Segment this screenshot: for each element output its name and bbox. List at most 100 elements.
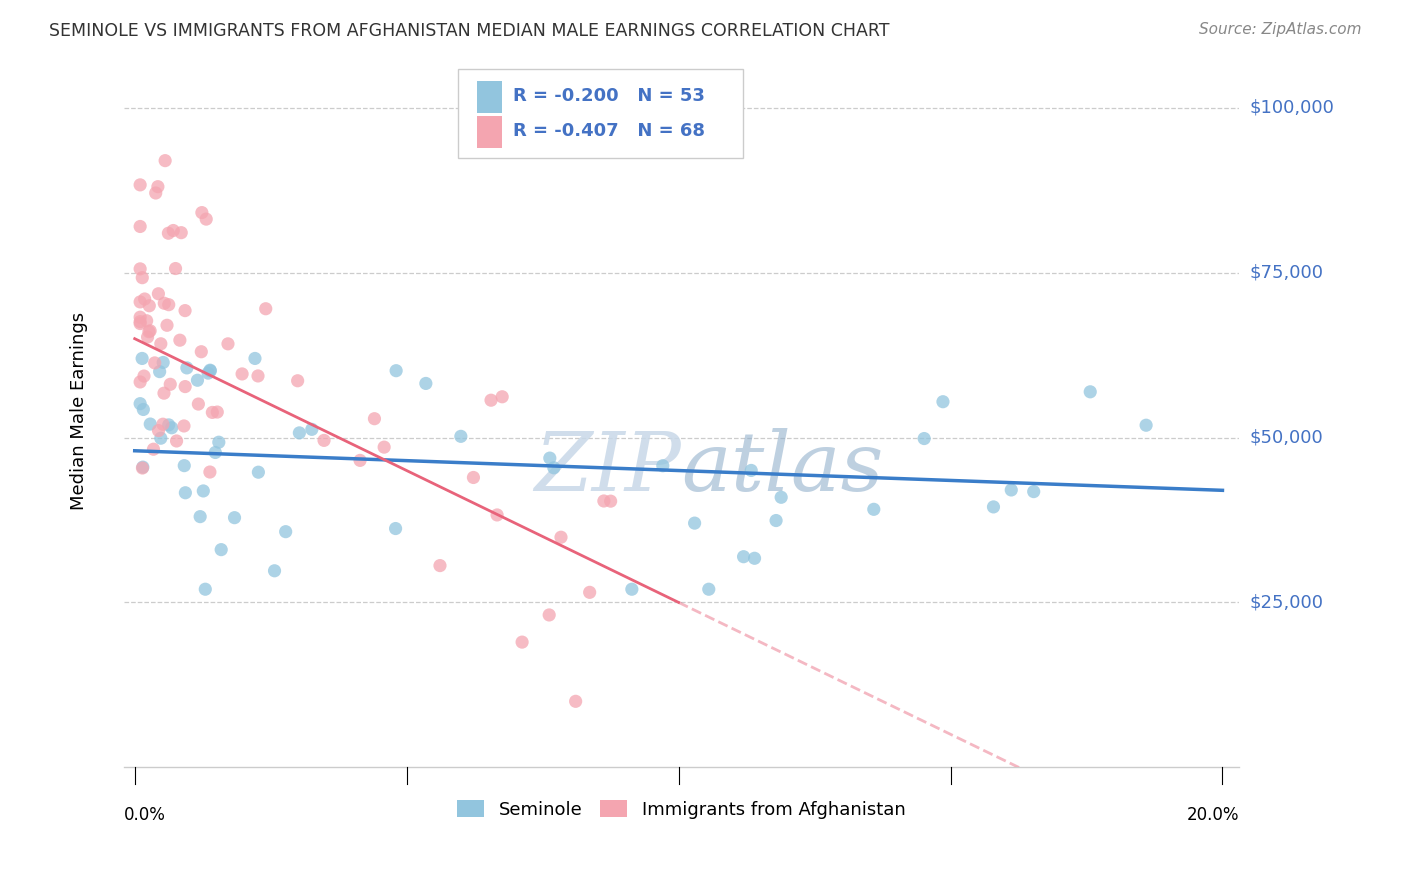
- Point: [765, 514, 787, 528]
- Point: [139, 417, 162, 431]
- Point: [486, 508, 509, 522]
- Point: [129, 294, 152, 309]
- Point: [770, 490, 793, 504]
- Point: [131, 461, 153, 475]
- Point: [415, 376, 437, 391]
- Point: [129, 397, 152, 411]
- Point: [733, 549, 755, 564]
- Point: [932, 394, 955, 409]
- Point: [129, 261, 152, 276]
- Point: [142, 442, 165, 457]
- Point: [200, 364, 222, 378]
- Point: [165, 261, 187, 276]
- Point: [209, 542, 232, 557]
- Point: [538, 607, 561, 622]
- Point: [129, 315, 152, 329]
- Point: [204, 445, 226, 459]
- Point: [463, 470, 485, 484]
- Legend: Seminole, Immigrants from Afghanistan: Seminole, Immigrants from Afghanistan: [450, 793, 912, 826]
- Point: [169, 333, 191, 347]
- Point: [620, 582, 643, 597]
- Text: $100,000: $100,000: [1250, 99, 1334, 117]
- Point: [131, 270, 153, 285]
- Point: [599, 494, 621, 508]
- Point: [162, 223, 184, 237]
- Point: [159, 377, 181, 392]
- Point: [195, 212, 218, 227]
- Point: [254, 301, 277, 316]
- Point: [148, 424, 170, 438]
- Point: [139, 324, 162, 338]
- Point: [243, 351, 266, 366]
- Point: [149, 365, 172, 379]
- Point: [157, 417, 180, 432]
- Text: 20.0%: 20.0%: [1187, 806, 1239, 824]
- Point: [170, 226, 193, 240]
- Point: [198, 465, 221, 479]
- Point: [134, 292, 156, 306]
- Text: SEMINOLE VS IMMIGRANTS FROM AFGHANISTAN MEDIAN MALE EARNINGS CORRELATION CHART: SEMINOLE VS IMMIGRANTS FROM AFGHANISTAN …: [49, 22, 890, 40]
- Text: ZIP: ZIP: [534, 428, 682, 508]
- Point: [145, 186, 167, 200]
- Point: [363, 411, 385, 425]
- Point: [491, 390, 513, 404]
- Point: [510, 635, 533, 649]
- FancyBboxPatch shape: [477, 116, 502, 148]
- Point: [132, 402, 155, 417]
- Point: [138, 299, 160, 313]
- Text: R = -0.407   N = 68: R = -0.407 N = 68: [513, 122, 704, 140]
- Point: [263, 564, 285, 578]
- Point: [349, 453, 371, 467]
- Point: [312, 434, 335, 448]
- Point: [564, 694, 586, 708]
- Point: [197, 366, 219, 380]
- Point: [166, 434, 188, 448]
- Point: [578, 585, 600, 599]
- Point: [208, 435, 231, 450]
- Point: [131, 351, 153, 366]
- Point: [136, 330, 159, 344]
- Point: [1000, 483, 1022, 497]
- Point: [149, 431, 172, 445]
- Point: [740, 463, 762, 477]
- Point: [543, 460, 565, 475]
- Point: [538, 451, 561, 466]
- Point: [135, 314, 157, 328]
- Point: [129, 375, 152, 389]
- FancyBboxPatch shape: [477, 81, 502, 112]
- Point: [129, 219, 152, 234]
- Point: [188, 509, 211, 524]
- Point: [274, 524, 297, 539]
- Point: [191, 205, 214, 219]
- Text: $75,000: $75,000: [1250, 264, 1324, 282]
- Point: [132, 369, 155, 384]
- Point: [153, 296, 176, 310]
- Point: [1135, 418, 1157, 433]
- Point: [149, 336, 172, 351]
- Point: [697, 582, 720, 597]
- Point: [143, 356, 166, 370]
- Point: [224, 510, 246, 524]
- Point: [152, 355, 174, 369]
- Point: [138, 325, 160, 339]
- Point: [132, 460, 155, 475]
- Point: [146, 179, 169, 194]
- Point: [592, 494, 614, 508]
- Point: [651, 458, 673, 473]
- Point: [194, 582, 217, 597]
- Text: Source: ZipAtlas.com: Source: ZipAtlas.com: [1198, 22, 1361, 37]
- Text: 0.0%: 0.0%: [124, 806, 166, 824]
- Point: [173, 419, 195, 434]
- Point: [1078, 384, 1101, 399]
- Point: [479, 393, 502, 408]
- Text: $25,000: $25,000: [1250, 593, 1324, 611]
- Point: [186, 373, 208, 387]
- Point: [862, 502, 884, 516]
- Point: [247, 465, 270, 479]
- Point: [129, 317, 152, 331]
- Point: [153, 153, 176, 168]
- Point: [129, 178, 152, 192]
- Point: [152, 417, 174, 432]
- Point: [198, 363, 221, 377]
- Point: [153, 386, 176, 401]
